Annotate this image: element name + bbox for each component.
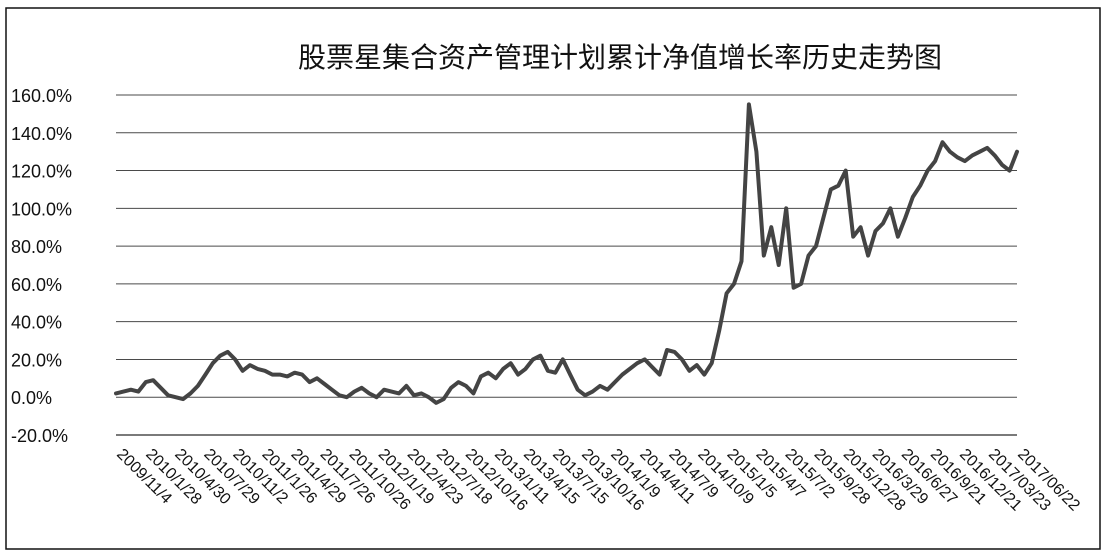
y-axis-ticks: 160.0% 140.0% 120.0% 100.0% 80.0% 60.0% 40.0% 2… (11, 86, 72, 446)
series-layer (114, 102, 1019, 405)
gridlines (116, 94, 1017, 436)
y-tick-label: -20.0% (11, 426, 68, 446)
y-tick-label: 80.0% (11, 237, 62, 257)
y-tick-label: 120.0% (11, 162, 72, 182)
series-line (114, 102, 1019, 405)
y-tick-label: 100.0% (11, 199, 72, 219)
y-tick-label: 40.0% (11, 313, 62, 333)
y-tick-label: 160.0% (11, 86, 72, 106)
y-tick-label: 0.0% (11, 388, 52, 408)
chart-title: 股票星集合资产管理计划累计净值增长率历史走势图 (298, 41, 942, 74)
chart-frame (5, 7, 1101, 550)
y-tick-label: 60.0% (11, 275, 62, 295)
y-tick-label: 140.0% (11, 124, 72, 144)
y-tick-label: 20.0% (11, 350, 62, 370)
